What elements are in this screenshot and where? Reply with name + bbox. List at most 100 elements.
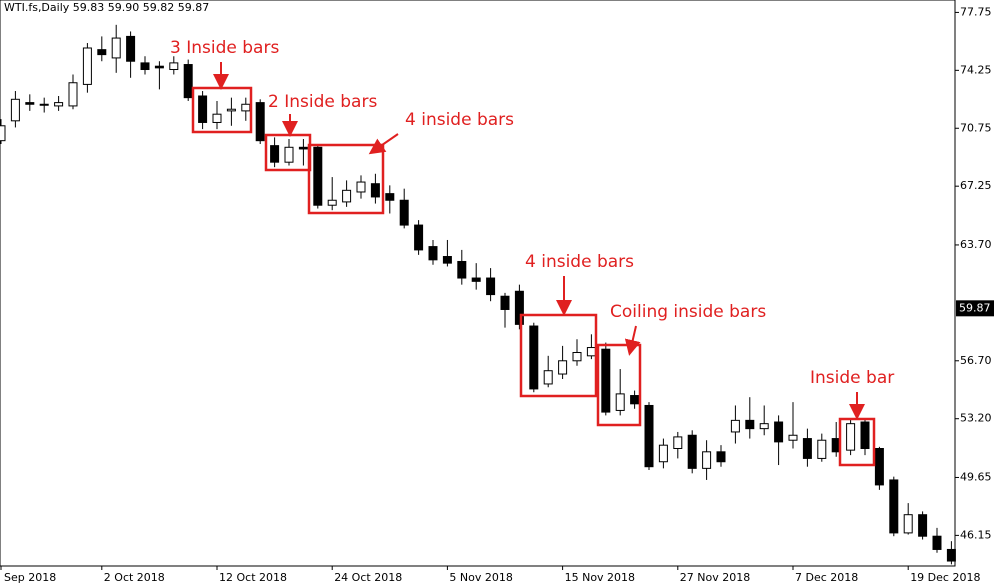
candle-body [918,514,928,537]
candle-body [572,352,582,362]
annotation-label: 4 inside bars [525,252,634,272]
y-tick-label: 49.65 [960,470,992,483]
candle-body [25,102,35,105]
candle-body [543,370,553,385]
candle-body [54,102,64,107]
annotation-arrow [368,133,399,155]
x-tick-label: 5 Nov 2018 [449,571,512,584]
candle-body [601,348,611,413]
candle-body [399,199,409,226]
candle-body [946,548,956,562]
candle-body [68,82,78,107]
y-tick-label: 77.75 [960,5,992,18]
candle-body [529,325,539,390]
candle-body [889,479,899,534]
last-price-label: 59.87 [959,301,991,314]
x-tick-label: 15 Nov 2018 [565,571,635,584]
annotation-arrow [624,325,641,356]
candle-body [428,246,438,261]
candle-body [932,535,942,550]
candle-body [471,277,481,282]
candle-body [414,224,424,251]
annotation-label: 4 inside bars [405,110,514,130]
annotation-label: Inside bar [810,368,894,388]
candle-body [630,395,640,405]
y-tick-label: 63.70 [960,238,992,251]
candle-body [226,108,236,112]
candle-body [687,434,697,469]
annotation-box [596,343,642,427]
plot-area [0,0,956,567]
candle-body [903,514,913,534]
candle-body [169,62,179,71]
candle-body [615,393,625,411]
candle-body [241,103,251,112]
candle-body [730,419,740,433]
candle-body [860,421,870,449]
y-tick-label: 70.75 [960,121,992,134]
x-tick-label: 27 Nov 2018 [680,571,750,584]
x-tick-label: 19 Dec 2018 [910,571,980,584]
candle-body [126,35,136,62]
candle-body [673,436,683,449]
candle-body [198,95,208,123]
candle-body [716,451,726,463]
x-tick-label: 7 Dec 2018 [795,571,858,584]
candle-body [558,360,568,375]
candle-body [356,181,366,193]
candle-body [457,260,467,279]
candle-body [385,193,395,201]
candle-body [284,146,294,163]
candle-body [514,290,524,325]
candle-body [658,444,668,463]
candle-body [82,47,92,85]
candle-body [846,423,856,451]
annotation-label: 2 Inside bars [268,92,377,112]
candle-body [327,199,337,206]
candle-body [802,438,812,459]
candle-body [759,423,769,430]
chart-header: WTI.fs,Daily 59.83 59.90 59.82 59.87 [4,1,209,14]
candle-body [442,256,452,264]
x-tick-label: 12 Oct 2018 [219,571,287,584]
candle-body [140,62,150,71]
x-tick-label: Sep 2018 [4,571,56,584]
candle-body [874,447,884,486]
candles [0,24,956,565]
candle-body [313,146,323,206]
candle-body [0,125,6,142]
annotation-box [307,143,385,215]
candle-body [111,37,121,59]
candle-body [817,439,827,459]
x-tick-label: 24 Oct 2018 [334,571,402,584]
y-tick-label: 46.15 [960,528,992,541]
candle-body [644,404,654,468]
annotation-label: 3 Inside bars [170,38,279,58]
candle-body [212,113,222,123]
candle-body [298,146,308,150]
candle-body [39,103,49,106]
candle-body [500,295,510,310]
candle-body [154,65,164,69]
candle-body [255,102,265,142]
candle-body [486,277,496,296]
candle-body [183,64,193,99]
candle-body [10,98,20,122]
candle-body [774,421,784,443]
candle-body [788,434,798,441]
x-tick-label: 2 Oct 2018 [104,571,165,584]
y-tick-label: 56.70 [960,354,992,367]
candle-body [702,451,712,469]
candle-body [97,49,107,56]
candle-body [370,183,380,198]
last-price-box [956,300,994,317]
candle-body [745,419,755,430]
candle-body [586,347,596,357]
y-tick-label: 74.25 [960,63,992,76]
y-tick-label: 67.25 [960,179,992,192]
annotation-label: Coiling inside bars [610,302,766,322]
candle-body [270,145,280,163]
candle-body [342,189,352,203]
